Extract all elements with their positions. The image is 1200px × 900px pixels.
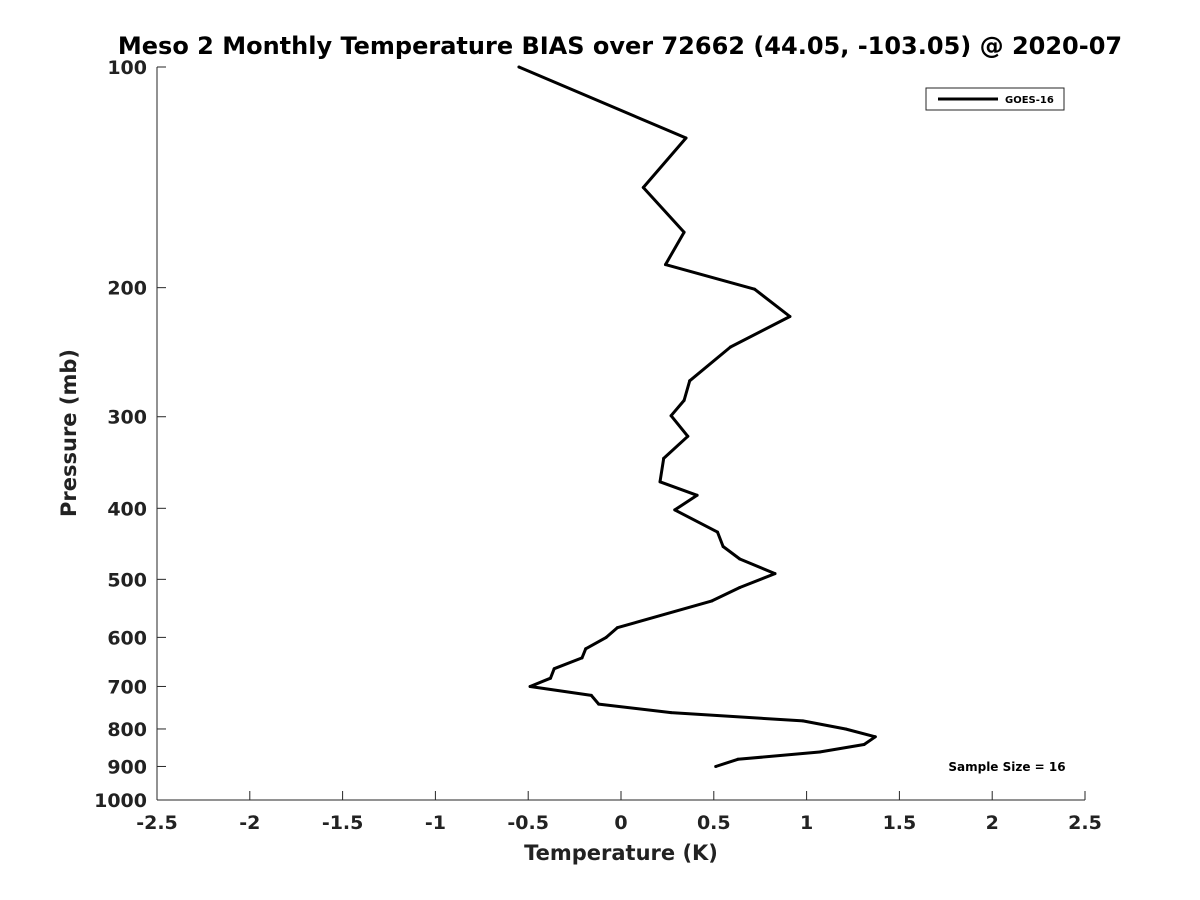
data-point — [788, 315, 792, 318]
legend-label-goes-16: GOES-16 — [1005, 95, 1054, 106]
data-point — [615, 626, 619, 630]
plot-area — [157, 67, 1085, 800]
x-tick-label: 1.5 — [883, 812, 917, 834]
data-point — [688, 379, 692, 383]
data-point — [658, 480, 662, 484]
y-tick-label: 500 — [107, 569, 147, 591]
data-point — [682, 230, 686, 234]
data-point — [729, 345, 732, 349]
data-point — [738, 586, 742, 589]
data-point — [686, 434, 690, 438]
data-point — [669, 711, 673, 715]
x-tick-label: -1.5 — [322, 812, 364, 834]
data-point — [641, 186, 645, 189]
data-point — [517, 65, 521, 69]
x-tick-label: 2 — [986, 812, 999, 834]
data-point — [549, 676, 552, 680]
legend: GOES-16 — [925, 87, 1065, 111]
data-point — [773, 572, 777, 576]
y-tick-label: 700 — [107, 676, 147, 698]
y-tick-label: 600 — [107, 627, 147, 649]
data-point — [669, 414, 673, 418]
data-point — [580, 656, 584, 660]
x-axis-ticks: -2.5 -2 -1.5 -1 -0.5 0 0.5 1 1.5 2 2.5 — [136, 791, 1102, 834]
x-axis-label: Temperature (K) — [524, 841, 718, 865]
x-tick-label: 1 — [800, 812, 813, 834]
x-tick-label: -0.5 — [507, 812, 549, 834]
data-point — [604, 635, 608, 639]
y-axis-ticks: 100 200 300 400 500 600 700 800 900 1000 — [94, 57, 166, 812]
data-point — [736, 757, 740, 761]
data-point — [716, 530, 719, 534]
data-point — [662, 456, 666, 460]
data-point — [738, 557, 742, 561]
chart-title: Meso 2 Monthly Temperature BIAS over 726… — [118, 32, 1122, 60]
data-point — [862, 743, 866, 746]
data-point — [818, 750, 822, 754]
y-tick-label: 900 — [107, 756, 147, 778]
data-point — [695, 493, 699, 497]
x-tick-label: 2.5 — [1068, 812, 1102, 834]
data-point — [552, 667, 556, 671]
data-point — [873, 735, 877, 739]
y-tick-label: 300 — [107, 407, 147, 429]
data-point — [673, 508, 677, 512]
x-tick-label: 0.5 — [697, 812, 731, 834]
x-tick-label: -2 — [239, 812, 260, 834]
y-tick-label: 200 — [107, 278, 147, 300]
data-point — [664, 263, 667, 267]
y-tick-label: 100 — [107, 57, 147, 79]
y-tick-label: 400 — [107, 498, 147, 520]
data-point — [597, 702, 601, 706]
data-point — [721, 545, 725, 548]
data-point — [844, 727, 848, 731]
data-point — [589, 693, 593, 697]
data-point — [714, 765, 718, 768]
y-axis-label: Pressure (mb) — [57, 349, 81, 517]
x-tick-label: 0 — [614, 812, 627, 834]
y-tick-label: 1000 — [94, 790, 147, 812]
data-point — [682, 398, 686, 402]
data-point — [584, 647, 588, 651]
sample-size-annotation: Sample Size = 16 — [948, 760, 1065, 774]
data-point — [753, 287, 757, 291]
data-point — [684, 136, 688, 140]
data-point — [528, 685, 532, 688]
x-tick-label: -2.5 — [136, 812, 178, 834]
data-point — [710, 599, 714, 603]
series-points — [517, 65, 877, 768]
data-point — [801, 719, 805, 723]
x-tick-label: -1 — [425, 812, 446, 834]
y-tick-label: 800 — [107, 719, 147, 741]
